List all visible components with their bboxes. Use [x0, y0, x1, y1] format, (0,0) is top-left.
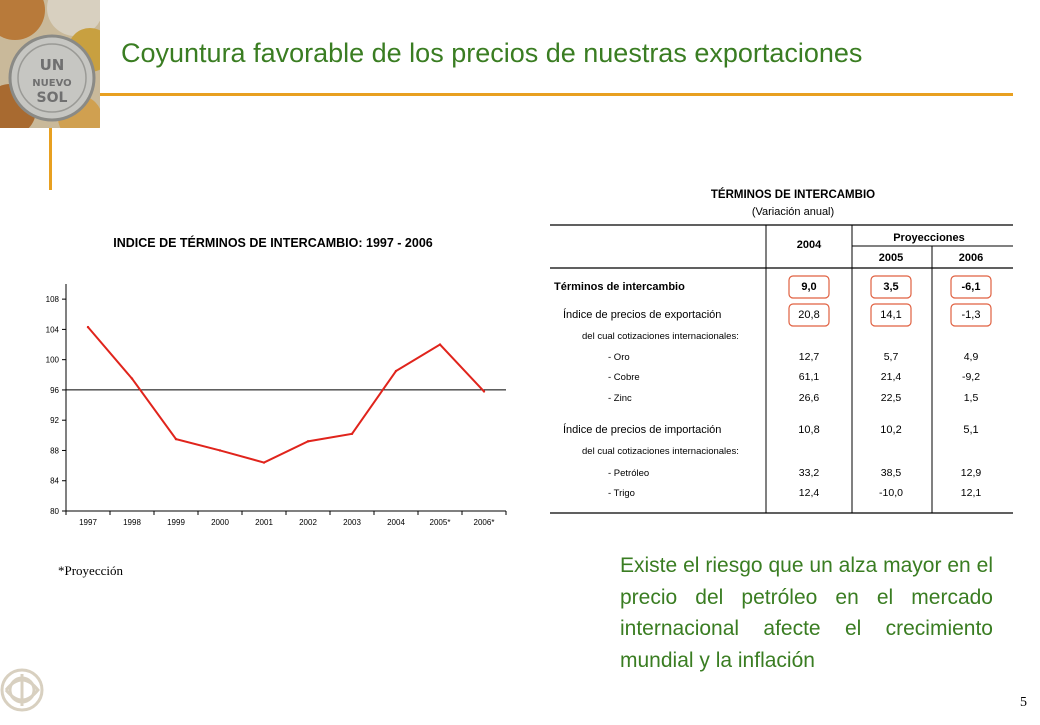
data-point — [262, 461, 266, 464]
cell-v2006: 1,5 — [964, 392, 979, 404]
table-body: Términos de intercambio 9,0 3,5 -6,1 Índice … — [554, 275, 992, 499]
cell-v2004: 10,8 — [798, 424, 819, 436]
header-2004: 2004 — [797, 239, 822, 251]
x-tick-label: 2001 — [255, 518, 273, 527]
x-tick-label: 1998 — [123, 518, 141, 527]
cell-v2005: 10,2 — [880, 424, 901, 436]
row-label: Índice de precios de exportación — [563, 308, 721, 321]
terms-of-trade-table: TÉRMINOS DE INTERCAMBIO (Variación anual… — [550, 188, 1013, 514]
y-tick-label: 108 — [46, 295, 60, 304]
cell-v2006: 4,9 — [964, 351, 979, 363]
y-tick-label: 92 — [50, 416, 59, 425]
highlight-box — [870, 275, 912, 299]
cell-v2005: 22,5 — [881, 392, 902, 404]
cell-v2006: -1,3 — [962, 309, 981, 321]
y-tick-label: 84 — [50, 477, 59, 486]
data-point — [438, 343, 442, 346]
terms-of-trade-chart: INDICE DE TÉRMINOS DE INTERCAMBIO: 1997 … — [46, 235, 507, 527]
y-axis: 80 84 88 92 96 100 104 108 — [46, 284, 67, 516]
x-tick-label: 2005* — [430, 518, 451, 527]
cell-v2006: -9,2 — [962, 371, 980, 383]
row-label: - Petróleo — [608, 468, 649, 479]
series-line — [87, 326, 485, 464]
row-label: - Zinc — [608, 393, 632, 404]
coin-text-line3: SOL — [37, 90, 68, 106]
cell-v2004: 20,8 — [798, 309, 819, 321]
row-label: Términos de intercambio — [554, 281, 685, 293]
table-subtitle: (Variación anual) — [752, 206, 834, 218]
cell-v2006: 12,9 — [961, 467, 982, 479]
header-projections: Proyecciones — [893, 232, 965, 244]
bcrp-emblem — [0, 660, 60, 725]
highlight-box — [788, 303, 830, 327]
cell-v2005: 14,1 — [880, 309, 901, 321]
cell-v2004: 9,0 — [801, 281, 816, 293]
series-line-group — [86, 325, 486, 464]
data-point — [86, 325, 90, 329]
cell-v2005: 5,7 — [884, 351, 899, 363]
cell-v2005: 3,5 — [883, 281, 898, 293]
highlight-box — [950, 275, 992, 299]
row-label: - Oro — [608, 352, 630, 363]
x-tick-label: 2002 — [299, 518, 317, 527]
data-point — [482, 390, 486, 393]
side-accent-line — [49, 128, 52, 190]
x-tick-label: 1997 — [79, 518, 97, 527]
data-point — [394, 369, 398, 373]
x-tick-label: 2003 — [343, 518, 361, 527]
y-tick-label: 80 — [50, 507, 59, 516]
x-tick-label: 1999 — [167, 518, 185, 527]
x-tick-label: 2000 — [211, 518, 229, 527]
y-tick-label: 88 — [50, 446, 59, 455]
coin-text-line1: UN — [40, 56, 65, 74]
title-accent-line — [100, 93, 1013, 96]
data-point — [306, 440, 310, 443]
table-title: TÉRMINOS DE INTERCAMBIO — [711, 188, 875, 201]
header-2005: 2005 — [879, 252, 903, 264]
highlight-box — [870, 303, 912, 327]
page-number: 5 — [1020, 695, 1027, 710]
cell-v2005: 38,5 — [881, 467, 902, 479]
row-label: - Cobre — [608, 372, 640, 383]
header-2006: 2006 — [959, 252, 983, 264]
highlight-box — [950, 303, 992, 327]
x-tick-label: 2006* — [474, 518, 495, 527]
y-tick-label: 96 — [50, 386, 59, 395]
cell-v2006: 12,1 — [961, 487, 982, 499]
cell-v2005: -10,0 — [879, 487, 903, 499]
x-tick-label: 2004 — [387, 518, 405, 527]
data-point — [218, 449, 222, 452]
row-label: Índice de precios de importación — [563, 423, 721, 436]
data-point — [130, 377, 134, 380]
chart-footnote: *Proyección — [58, 563, 123, 578]
chart-title: INDICE DE TÉRMINOS DE INTERCAMBIO: 1997 … — [113, 235, 433, 250]
y-tick-label: 100 — [46, 356, 60, 365]
body-text: Existe el riesgo que un alza mayor en el… — [620, 554, 993, 672]
coins-image: UN NUEVO SOL — [0, 0, 100, 128]
data-point — [350, 432, 354, 436]
row-label: del cual cotizaciones internacionales: — [582, 446, 739, 457]
cell-v2006: 5,1 — [963, 424, 978, 436]
cell-v2004: 12,7 — [799, 351, 820, 363]
y-tick-label: 104 — [46, 325, 60, 334]
coin-text-line2: NUEVO — [32, 78, 71, 89]
cell-v2004: 26,6 — [799, 392, 820, 404]
row-label: del cual cotizaciones internacionales: — [582, 331, 739, 342]
table-grid — [550, 224, 1013, 514]
data-point — [174, 437, 178, 441]
x-axis: 1997 1998 1999 2000 2001 2002 2003 2004 2005* 200… — [65, 510, 507, 527]
slide-title: Coyuntura favorable de los precios de nu… — [121, 38, 863, 68]
cell-v2004: 61,1 — [799, 371, 820, 383]
row-label: - Trigo — [608, 488, 635, 499]
cell-v2004: 12,4 — [799, 487, 820, 499]
cell-v2006: -6,1 — [962, 281, 981, 293]
cell-v2005: 21,4 — [881, 371, 902, 383]
cell-v2004: 33,2 — [799, 467, 820, 479]
highlight-box — [788, 275, 830, 299]
